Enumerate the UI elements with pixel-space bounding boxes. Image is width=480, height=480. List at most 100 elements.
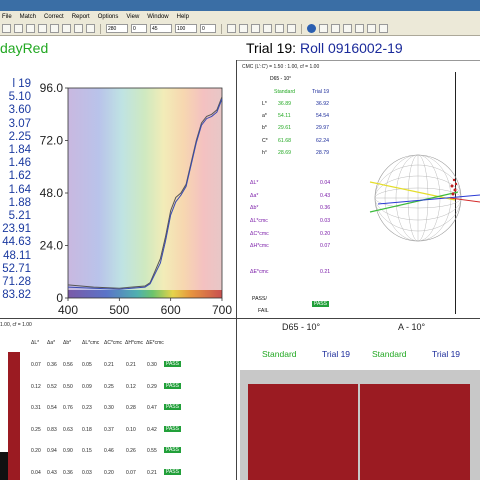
lab-standard-value: 36.89	[278, 101, 291, 107]
settings-button[interactable]	[74, 24, 83, 33]
pass-badge: PASS	[164, 361, 181, 367]
delta-table-cell: 0.03	[82, 469, 92, 476]
toolbar-field-4[interactable]: 100	[175, 24, 197, 33]
save-button[interactable]	[26, 24, 35, 33]
delta-table-cell: 0.90	[63, 448, 73, 454]
y-tick-label: 0	[56, 291, 63, 305]
delta-table-cell: 0.12	[31, 383, 41, 390]
toolbar-field-5[interactable]: 0	[200, 24, 216, 33]
menu-match[interactable]: Match	[19, 13, 37, 20]
tool-button[interactable]	[263, 24, 272, 33]
y-tick-label: 48.0	[40, 186, 64, 200]
delta-table-cell: 0.76	[63, 405, 73, 411]
delta-table-cell: 0.55	[147, 448, 157, 454]
tool-button[interactable]	[319, 24, 328, 33]
tool-button[interactable]	[239, 24, 248, 33]
tool-button[interactable]	[343, 24, 352, 33]
delta-table-cell: 0.43	[47, 469, 57, 476]
copy-button[interactable]	[50, 24, 59, 33]
lab-standard-value: 54.11	[278, 113, 291, 120]
delta-key: ΔL*	[250, 180, 259, 186]
left-values-list: l 19 5.10 3.60 3.07 2.25 1.84 1.46 1.62 1.64 1.88…	[0, 78, 31, 302]
x-tick-label: 700	[212, 303, 232, 317]
delta-table-cell: 0.21	[126, 362, 136, 368]
delta-table-cell: 0.23	[82, 405, 92, 411]
delta-table-cell: 0.50	[63, 383, 73, 390]
menu-correct[interactable]: Correct	[44, 13, 64, 20]
left-value: 5.10	[8, 91, 31, 104]
delta-key: Δa*	[250, 193, 259, 199]
left-value: 1.88	[8, 196, 31, 209]
bottom-illuminant-a10: A - 10°	[398, 322, 426, 332]
delta-table-cell: 0.07	[31, 362, 41, 368]
toolbar-field-3[interactable]: 45	[150, 24, 172, 33]
delta-table-col-header: ΔC*cmc	[104, 340, 123, 346]
menu-view[interactable]: View	[126, 13, 140, 20]
tool-button[interactable]	[355, 24, 364, 33]
print-button[interactable]	[38, 24, 47, 33]
bottom-col-trial: Trial 19	[432, 349, 461, 359]
lab-standard-value: 29.61	[278, 125, 291, 132]
spectral-curve-chart: 0 24.0 48.0 72.0 96.0 400 500 600 700	[40, 82, 232, 317]
delta-table-cell: 0.56	[63, 362, 73, 368]
menu-help[interactable]: Help	[176, 13, 189, 20]
lab-standard-value: 61.68	[278, 137, 291, 144]
tool-button[interactable]	[331, 24, 340, 33]
panel-divider	[236, 60, 237, 480]
open-button[interactable]	[14, 24, 23, 33]
delta-table-col-header: ΔL*cmc	[82, 340, 100, 346]
delta-table-cell: 0.52	[47, 383, 57, 390]
tool-button[interactable]	[379, 24, 388, 33]
bottom-illuminant-d65: D65 - 10°	[282, 322, 321, 332]
dark-block	[0, 452, 8, 480]
delta-table-cell: 0.25	[104, 383, 114, 390]
delta-table-cell: 0.10	[126, 426, 136, 433]
x-tick-label: 500	[109, 303, 129, 317]
toolbar-separator	[100, 23, 101, 34]
delta-table-cell: 0.42	[147, 426, 157, 433]
help-icon[interactable]	[307, 24, 316, 33]
color-swatches	[240, 370, 480, 480]
bottom-col-trial: Trial 19	[322, 349, 351, 359]
delta-table-cell: 0.63	[63, 426, 73, 433]
delta-table-cell: 0.05	[82, 362, 92, 368]
pass-badge: PASS	[164, 382, 181, 389]
delta-table-cell: 0.15	[82, 448, 92, 454]
tool-button[interactable]	[367, 24, 376, 33]
delta-table-col-header: ΔL*	[31, 340, 40, 346]
left-value: 3.07	[8, 117, 31, 130]
left-value: l 19	[12, 78, 31, 90]
cmc-header: CMC (L':C') = 1.50 : 1.00, cf = 1.00	[242, 64, 320, 70]
col-standard-header: Standard	[274, 89, 296, 95]
col-trial-header: Trial 19	[312, 89, 330, 95]
menu-bar: File Match Correct Report Options View W…	[0, 11, 480, 22]
left-value: 5.21	[8, 210, 31, 223]
menu-file[interactable]: File	[2, 13, 12, 20]
trial-title: Trial 19: Roll 0916002-19	[246, 40, 403, 56]
left-value: 52.71	[2, 262, 31, 275]
paste-button[interactable]	[62, 24, 71, 33]
left-value: 1.84	[8, 144, 31, 157]
delta-table-cell: 0.21	[147, 469, 157, 476]
menu-window[interactable]: Window	[147, 13, 169, 20]
menu-report[interactable]: Report	[71, 13, 90, 20]
spectrum-bar	[68, 290, 222, 298]
pass-badge: PASS	[164, 404, 181, 410]
delta-key: Δb*	[250, 205, 259, 211]
tool-button[interactable]	[287, 24, 296, 33]
toolbar-field-2[interactable]: 0	[131, 24, 147, 33]
lab-trial-value: 36.92	[316, 101, 329, 107]
menu-options[interactable]: Options	[97, 13, 119, 20]
tool-button[interactable]	[251, 24, 260, 33]
standard-swatch-d65	[248, 384, 358, 480]
toolbar-field-1[interactable]: 280	[106, 24, 128, 33]
left-value: 1.64	[8, 183, 31, 196]
left-value: 83.82	[2, 289, 31, 302]
new-button[interactable]	[2, 24, 11, 33]
delta-table-cell: 0.25	[31, 426, 41, 433]
delta-table-cell: 0.83	[47, 426, 57, 433]
tool-button[interactable]	[227, 24, 236, 33]
y-tick-label: 24.0	[40, 239, 64, 253]
tool-button[interactable]	[275, 24, 284, 33]
measure-button[interactable]	[86, 24, 95, 33]
